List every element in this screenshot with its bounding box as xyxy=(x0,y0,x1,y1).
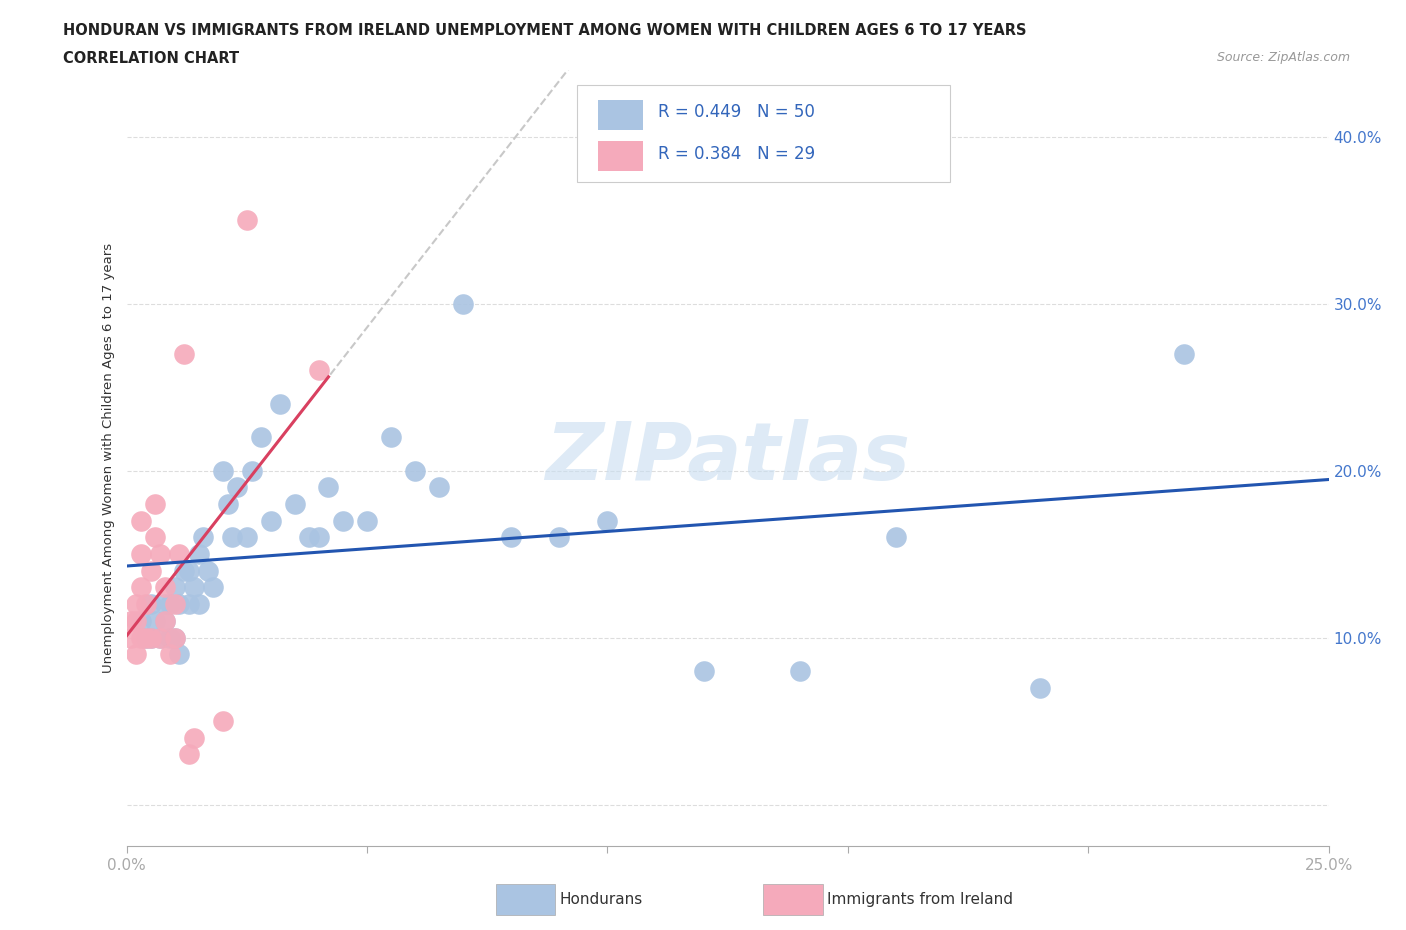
Point xyxy=(187,547,209,562)
Point xyxy=(356,513,378,528)
Point xyxy=(153,580,176,595)
Point xyxy=(125,646,148,661)
Text: R = 0.449   N = 50: R = 0.449 N = 50 xyxy=(658,103,814,122)
Point xyxy=(169,597,191,612)
Point xyxy=(169,646,191,661)
FancyBboxPatch shape xyxy=(578,86,950,182)
Point xyxy=(153,614,176,629)
Point xyxy=(240,463,263,478)
Point xyxy=(884,530,907,545)
Text: R = 0.384   N = 29: R = 0.384 N = 29 xyxy=(658,145,815,163)
Text: Immigrants from Ireland: Immigrants from Ireland xyxy=(827,892,1012,907)
Text: Source: ZipAtlas.com: Source: ZipAtlas.com xyxy=(1216,51,1350,64)
Point xyxy=(187,597,209,612)
Point xyxy=(451,296,474,311)
Point xyxy=(125,597,148,612)
Text: ZIPatlas: ZIPatlas xyxy=(546,419,910,497)
Point xyxy=(153,614,176,629)
Point xyxy=(211,463,233,478)
Point xyxy=(177,597,200,612)
Point xyxy=(260,513,283,528)
Point xyxy=(145,614,167,629)
Text: Hondurans: Hondurans xyxy=(560,892,643,907)
Point xyxy=(235,530,259,545)
Point xyxy=(202,580,225,595)
Point xyxy=(145,497,167,512)
Point xyxy=(163,580,186,595)
Bar xyxy=(598,141,644,171)
Point xyxy=(1029,680,1052,695)
Bar xyxy=(598,100,644,129)
Point xyxy=(139,597,162,612)
Point xyxy=(548,530,571,545)
Point xyxy=(183,580,205,595)
Point xyxy=(427,480,450,495)
Point xyxy=(129,547,152,562)
Point xyxy=(159,597,181,612)
Point xyxy=(169,547,191,562)
Point xyxy=(173,346,195,361)
Point xyxy=(789,663,811,678)
Text: CORRELATION CHART: CORRELATION CHART xyxy=(63,51,239,66)
Point xyxy=(159,646,181,661)
Text: HONDURAN VS IMMIGRANTS FROM IRELAND UNEMPLOYMENT AMONG WOMEN WITH CHILDREN AGES : HONDURAN VS IMMIGRANTS FROM IRELAND UNEM… xyxy=(63,23,1026,38)
Point xyxy=(332,513,354,528)
Point xyxy=(159,631,181,645)
Point xyxy=(173,564,195,578)
Point xyxy=(318,480,340,495)
Point xyxy=(129,631,152,645)
Point xyxy=(692,663,714,678)
Point xyxy=(163,631,186,645)
Point xyxy=(284,497,307,512)
Point xyxy=(125,614,148,629)
Point xyxy=(120,614,142,629)
Point xyxy=(149,631,172,645)
Point xyxy=(211,713,233,728)
Y-axis label: Unemployment Among Women with Children Ages 6 to 17 years: Unemployment Among Women with Children A… xyxy=(103,243,115,673)
Point xyxy=(139,564,162,578)
Point xyxy=(197,564,219,578)
Point xyxy=(177,747,200,762)
Point xyxy=(153,597,176,612)
Point xyxy=(129,580,152,595)
Point xyxy=(163,631,186,645)
Point xyxy=(1173,346,1195,361)
Point xyxy=(501,530,523,545)
Point xyxy=(177,564,200,578)
Point xyxy=(139,631,162,645)
Point xyxy=(380,430,402,445)
Point xyxy=(308,530,330,545)
Point xyxy=(193,530,215,545)
Point xyxy=(308,363,330,378)
Point xyxy=(135,597,157,612)
Point xyxy=(135,631,157,645)
Point xyxy=(226,480,249,495)
Point xyxy=(221,530,243,545)
Point xyxy=(149,547,172,562)
Point xyxy=(298,530,321,545)
Point xyxy=(163,597,186,612)
Point xyxy=(145,530,167,545)
Point xyxy=(183,730,205,745)
Point xyxy=(139,631,162,645)
Point xyxy=(120,631,142,645)
Point xyxy=(269,396,291,411)
Point xyxy=(235,213,259,228)
Point xyxy=(129,513,152,528)
Point xyxy=(404,463,426,478)
Point xyxy=(250,430,273,445)
Point xyxy=(135,631,157,645)
Point xyxy=(217,497,239,512)
Point xyxy=(129,614,152,629)
Point xyxy=(596,513,619,528)
Point xyxy=(149,631,172,645)
